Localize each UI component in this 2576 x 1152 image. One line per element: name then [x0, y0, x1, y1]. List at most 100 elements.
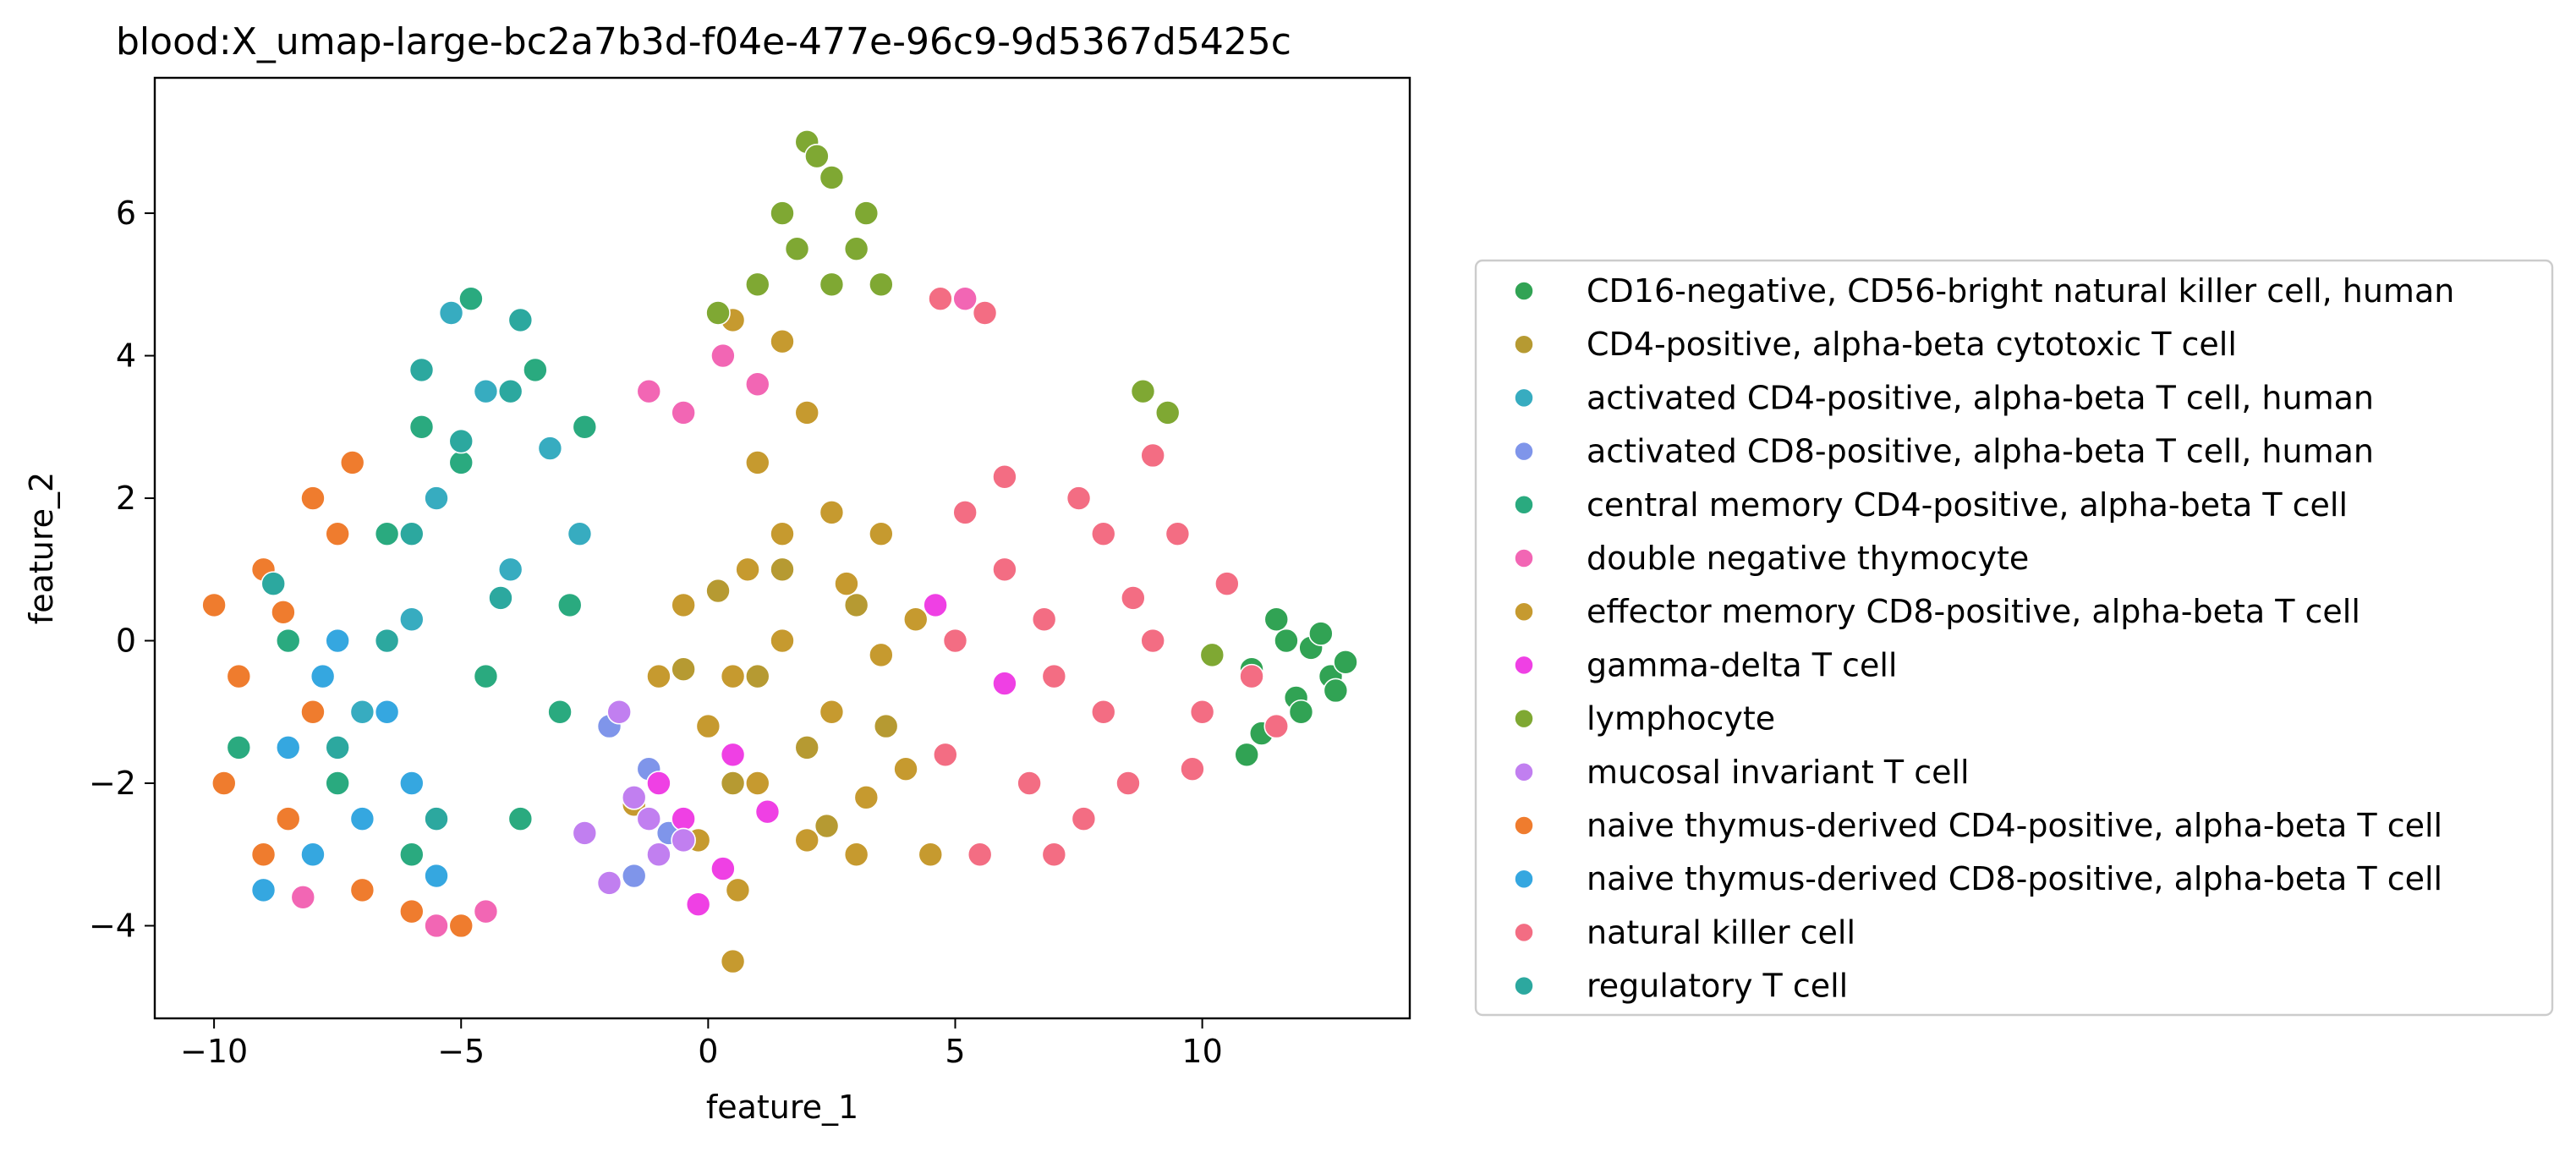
scatter-point — [1090, 699, 1116, 725]
scatter-point — [507, 307, 534, 333]
x-axis-label: feature_1 — [706, 1089, 858, 1126]
scatter-point — [1288, 699, 1314, 725]
scatter-point — [636, 806, 662, 831]
scatter-point — [1140, 442, 1165, 469]
scatter-point — [695, 713, 721, 739]
legend-label: lymphocyte — [1587, 700, 1775, 738]
scatter-point — [804, 143, 830, 169]
scatter-point — [325, 628, 350, 654]
scatter-point — [685, 891, 711, 918]
scatter-point — [448, 428, 474, 454]
scatter-point — [300, 699, 326, 725]
x-axis: −10 −5 0 5 10 — [180, 1018, 1223, 1070]
scatter-point — [770, 200, 795, 226]
scatter-point — [250, 877, 277, 903]
scatter-point — [1154, 400, 1181, 425]
scatter-point — [621, 863, 647, 889]
legend-label: effector memory CD8-positive, alpha-beta… — [1587, 593, 2360, 630]
scatter-point — [606, 699, 632, 725]
scatter-point — [992, 464, 1017, 490]
scatter-point — [1214, 571, 1240, 596]
scatter-point — [928, 286, 953, 311]
scatter-point — [374, 521, 400, 546]
scatter-point — [725, 877, 751, 903]
scatter-point — [720, 771, 746, 796]
legend-marker — [1514, 762, 1534, 782]
legend-label: mucosal invariant T cell — [1587, 754, 1970, 791]
scatter-point — [567, 521, 593, 546]
scatter-point — [720, 663, 746, 689]
legend-label: regulatory T cell — [1587, 968, 1848, 1005]
scatter-point — [869, 521, 894, 546]
scatter-point — [869, 642, 894, 668]
scatter-point — [814, 813, 840, 839]
scatter-point — [448, 450, 474, 475]
scatter-point — [1071, 806, 1097, 831]
scatter-point — [572, 820, 598, 846]
scatter-point — [1041, 663, 1067, 689]
scatter-point — [275, 806, 301, 831]
legend-marker — [1514, 334, 1534, 354]
scatter-point — [300, 842, 326, 868]
scatter-point — [952, 500, 978, 525]
legend-marker — [1514, 815, 1534, 836]
scatter-point — [399, 898, 425, 924]
scatter-point — [271, 600, 296, 625]
scatter-point — [488, 585, 513, 611]
legend-marker — [1514, 975, 1534, 996]
scatter-point — [473, 663, 499, 689]
scatter-point — [1308, 621, 1334, 646]
scatter-point — [918, 842, 944, 868]
legend-label: activated CD8-positive, alpha-beta T cel… — [1587, 433, 2374, 470]
scatter-point — [952, 286, 978, 311]
scatter-point — [473, 898, 499, 924]
y-tick-label: −4 — [89, 907, 136, 944]
scatter-point — [819, 165, 845, 190]
scatter-point — [744, 272, 770, 298]
scatter-point — [784, 236, 810, 261]
scatter-point — [325, 771, 350, 796]
scatter-point — [646, 663, 671, 689]
y-tick-label: 2 — [116, 480, 136, 517]
scatter-point — [424, 485, 449, 511]
scatter-point — [448, 913, 474, 939]
scatter-point — [646, 771, 671, 796]
legend-label: naive thymus-derived CD4-positive, alpha… — [1587, 807, 2442, 844]
scatter-point — [819, 500, 845, 525]
scatter-point — [211, 771, 237, 796]
scatter-point — [705, 578, 731, 604]
scatter-point — [621, 785, 647, 810]
scatter-point — [1130, 378, 1156, 404]
scatter-point — [1031, 606, 1057, 633]
y-axis-label: feature_2 — [23, 472, 60, 624]
scatter-point — [1090, 521, 1116, 546]
scatter-point — [873, 713, 899, 739]
x-tick-label: 0 — [698, 1033, 718, 1070]
scatter-point — [1115, 771, 1141, 796]
scatter-point — [399, 771, 425, 796]
x-tick-label: 10 — [1181, 1033, 1222, 1070]
scatter-point — [710, 856, 736, 881]
scatter-point — [636, 378, 662, 404]
scatter-point — [744, 663, 770, 689]
scatter-point — [523, 357, 548, 383]
legend-marker — [1514, 281, 1534, 301]
scatter-point — [458, 286, 484, 311]
scatter-point — [325, 735, 350, 760]
scatter-point — [770, 521, 795, 546]
scatter-point — [1017, 771, 1042, 796]
scatter-point — [933, 742, 958, 768]
scatter-point — [671, 827, 696, 853]
x-tick-label: −5 — [437, 1033, 485, 1070]
legend-label: naive thymus-derived CD8-positive, alpha… — [1587, 860, 2442, 897]
legend-label: gamma-delta T cell — [1587, 646, 1897, 683]
scatter-point — [853, 200, 880, 226]
scatter-point — [794, 735, 820, 760]
scatter-point — [843, 236, 869, 261]
legend-label: CD4-positive, alpha-beta cytotoxic T cel… — [1587, 326, 2237, 363]
scatter-point — [1180, 756, 1205, 782]
scatter-point — [572, 414, 598, 440]
scatter-point — [438, 300, 464, 326]
scatter-point — [300, 485, 326, 511]
scatter-point — [902, 606, 929, 633]
